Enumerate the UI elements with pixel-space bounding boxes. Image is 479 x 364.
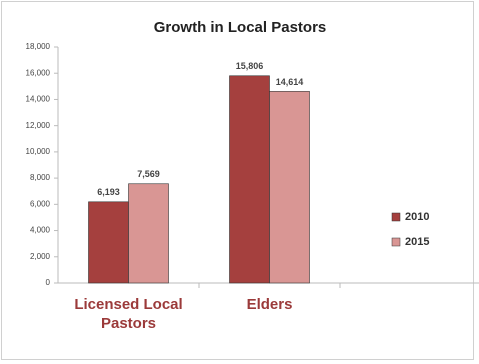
legend-swatch: [391, 212, 401, 222]
bar: [88, 201, 129, 284]
legend-label: 2015: [405, 236, 429, 248]
bar: [229, 75, 270, 284]
y-tick-label: 10,000: [26, 147, 51, 156]
x-tick-label: Licensed Local Pastors: [74, 296, 183, 332]
bar: [269, 91, 310, 284]
y-tick-label: 16,000: [26, 68, 51, 77]
y-tick-label: 2,000: [30, 252, 51, 261]
value-label: 7,569: [137, 169, 160, 179]
y-tick-label: 4,000: [30, 226, 51, 235]
y-tick-label: 14,000: [26, 95, 51, 104]
y-tick-label: 0: [46, 278, 51, 287]
legend-label: 2010: [405, 211, 429, 223]
y-tick-label: 8,000: [30, 173, 51, 182]
legend-swatch: [391, 237, 401, 247]
y-tick-label: 12,000: [26, 121, 51, 130]
y-tick-label: 18,000: [26, 42, 51, 51]
y-tick-label: 6,000: [30, 199, 51, 208]
value-label: 6,193: [97, 187, 120, 197]
chart-title: Growth in Local Pastors: [154, 19, 327, 36]
value-label: 14,614: [276, 77, 304, 87]
bar: [128, 183, 169, 284]
x-tick-label: Elders: [246, 296, 293, 313]
value-label: 15,806: [236, 61, 264, 71]
